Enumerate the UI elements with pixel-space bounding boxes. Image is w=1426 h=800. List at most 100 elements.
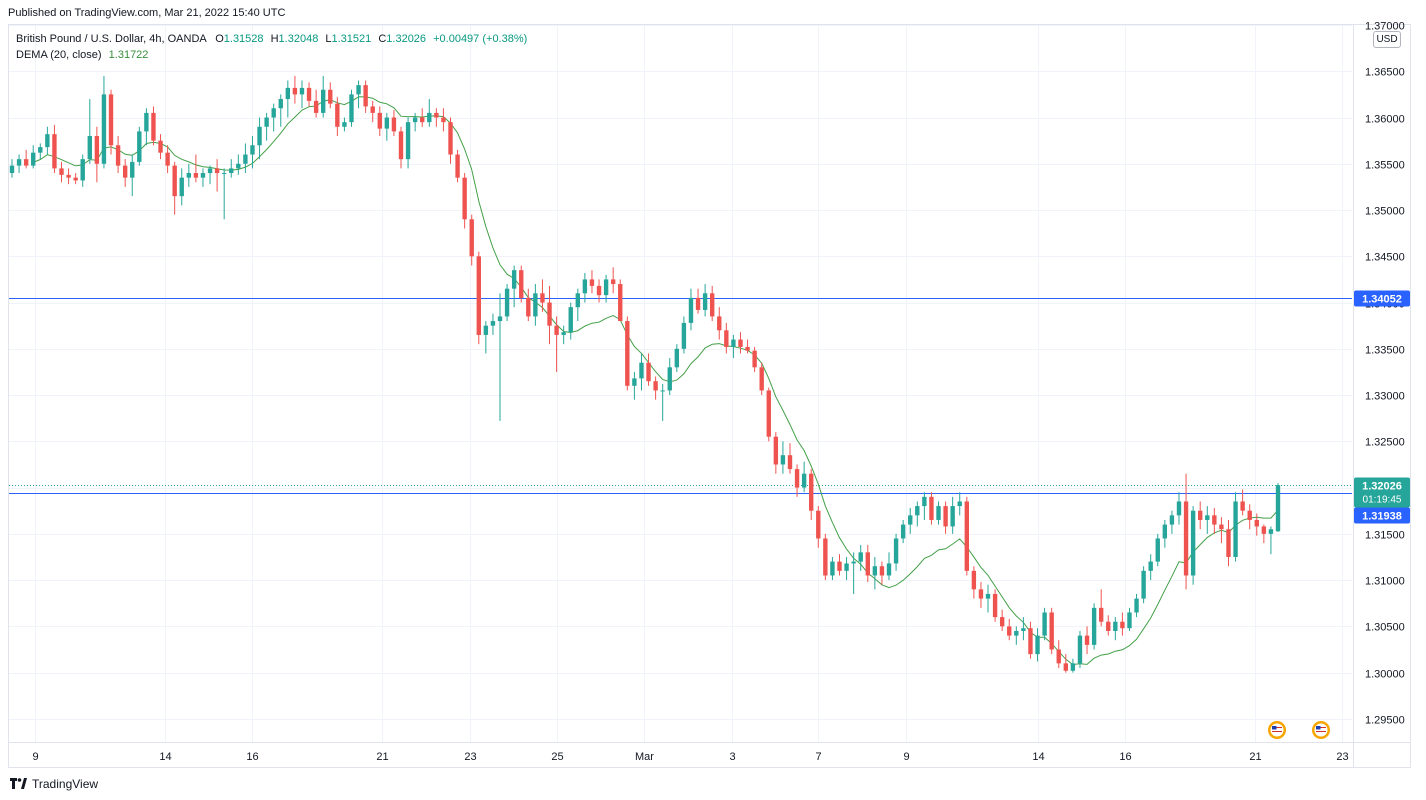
y-tick-label: 1.30500 (1365, 622, 1405, 634)
candle-body (420, 117, 425, 123)
candle-body (1268, 529, 1274, 534)
candle-body (321, 89, 326, 113)
candle-body (476, 256, 481, 335)
y-tick-label: 1.29500 (1365, 715, 1405, 727)
x-tick-label: 16 (1119, 751, 1131, 763)
candle-body (1190, 510, 1196, 576)
countdown-label: 01:19:45 (1363, 495, 1402, 506)
chart-grid (9, 25, 1352, 742)
time-axis: 9 14 16 21 23 25 Mar 3 7 9 14 16 21 23 (9, 742, 1411, 763)
candle-body (596, 285, 602, 296)
last-price-label: 1.32026 (1362, 481, 1402, 493)
candle-body (236, 163, 241, 169)
y-tick-label: 1.33000 (1365, 391, 1405, 403)
candle-body (709, 293, 715, 317)
candle-body (448, 122, 453, 155)
us-flag-event-icon[interactable] (1312, 721, 1330, 739)
candle-body (985, 593, 991, 599)
legend-ohlc: British Pound / U.S. Dollar, 4h, OANDA O… (16, 33, 527, 45)
level-price-label: 1.31938 (1362, 511, 1402, 523)
candle-body (1134, 598, 1139, 613)
x-tick-label: Mar (635, 751, 654, 763)
candle-body (1183, 501, 1189, 576)
candle-body (752, 350, 757, 368)
candle-body (158, 140, 163, 153)
x-tick-label: 3 (729, 751, 735, 763)
candle-body (193, 173, 199, 178)
tradingview-footer[interactable]: TradingView (10, 776, 98, 792)
candle-body (45, 134, 50, 148)
legend-l-label: L (325, 33, 332, 45)
flag-stripe (1272, 731, 1282, 732)
candle-body (674, 348, 680, 368)
y-tick-label: 1.36500 (1365, 67, 1405, 79)
candle-body (483, 325, 489, 335)
candle-body (603, 279, 609, 296)
candle-body (1148, 561, 1153, 571)
candle-body (16, 159, 22, 166)
candle-body (787, 455, 793, 470)
flag-stripe (1272, 727, 1282, 728)
candle-body (257, 126, 262, 146)
last-price-label-box (1354, 477, 1410, 508)
candle-body (264, 117, 269, 127)
candle-body (561, 332, 566, 335)
candle-body (342, 122, 347, 127)
candle-body (971, 570, 977, 590)
candle-body (1254, 519, 1259, 527)
candle-body (66, 174, 71, 178)
candle-body (625, 321, 630, 386)
legend-o-value: 1.31528 (223, 33, 264, 45)
candle-body (511, 270, 517, 289)
candle-body (250, 145, 255, 155)
legend-dema: DEMA (20, close) 1.31722 (16, 49, 148, 61)
candle-body (618, 284, 623, 322)
candle-body (844, 563, 849, 571)
candle-body (688, 297, 694, 323)
flag-stripe (1316, 731, 1326, 732)
candle-body (122, 165, 128, 178)
candle-body (427, 112, 432, 123)
tradingview-logo-icon (10, 776, 27, 792)
us-flag-event-icon[interactable] (1268, 721, 1286, 739)
candle-body (886, 563, 892, 576)
candle-body (745, 346, 750, 351)
candle-body (299, 87, 305, 95)
candle-body (200, 173, 206, 178)
candle-body (349, 94, 354, 123)
candle-body (865, 552, 870, 576)
candle-body (568, 307, 573, 333)
candle-body (271, 108, 276, 118)
candle-body (207, 168, 213, 174)
candle-body (922, 496, 927, 507)
candle-body (328, 89, 333, 104)
y-tick-label: 1.31000 (1365, 576, 1405, 588)
candle-body (462, 177, 467, 220)
candle-body (695, 297, 701, 310)
candle-body (130, 161, 135, 178)
flag-canton (1272, 726, 1277, 730)
flag-stripe (1316, 733, 1326, 734)
candle-body (1127, 612, 1132, 629)
x-tick-label: 7 (815, 751, 821, 763)
y-tick-label: 1.37000 (1365, 21, 1405, 33)
candle-body (660, 390, 665, 392)
candle-body (1120, 621, 1125, 629)
candle-body (879, 566, 885, 576)
tradingview-brand: TradingView (32, 777, 99, 791)
candle-body (632, 378, 637, 386)
y-tick-label: 1.35500 (1365, 160, 1405, 172)
chart-frame[interactable] (8, 24, 1411, 768)
candle-body (893, 538, 899, 564)
candle-body (412, 117, 418, 123)
candle-body (363, 85, 368, 107)
x-tick-label: 25 (551, 751, 563, 763)
y-tick-label: 1.33500 (1365, 345, 1405, 357)
candle-body (1247, 510, 1252, 520)
legend-dema-value: 1.31722 (108, 49, 149, 61)
candle-body (229, 168, 234, 174)
candle-body (646, 362, 651, 382)
currency-button[interactable]: USD (1373, 31, 1401, 48)
candle-body (964, 501, 969, 571)
